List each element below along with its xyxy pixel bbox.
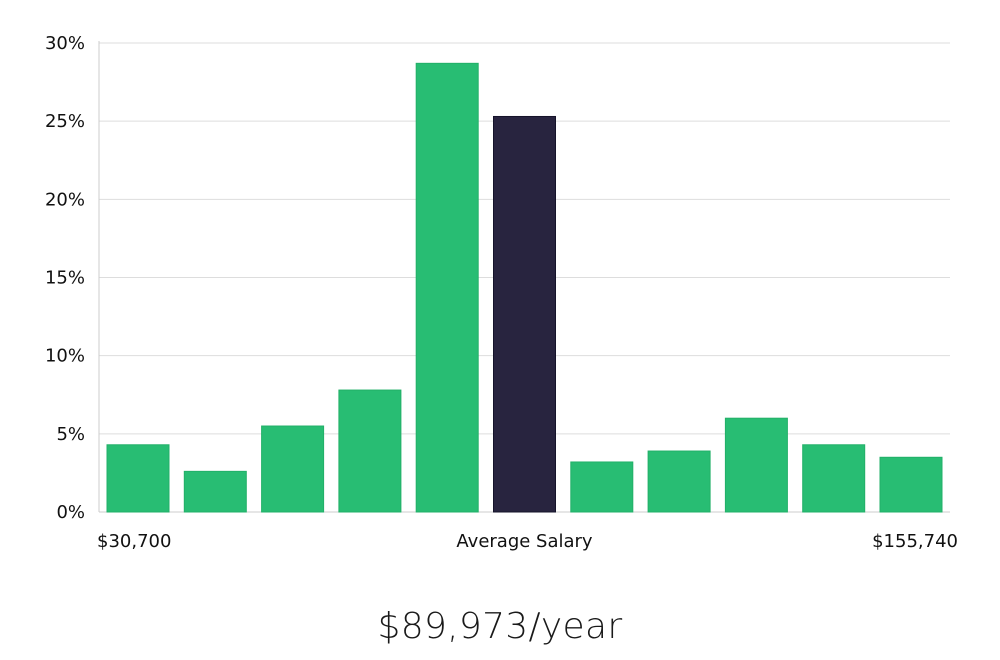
histogram-bar[interactable] xyxy=(724,417,788,513)
histogram-bar[interactable] xyxy=(879,456,943,513)
y-tick-label: 25% xyxy=(45,111,85,132)
histogram-bar[interactable] xyxy=(338,389,402,513)
y-tick-label: 10% xyxy=(45,346,85,367)
y-tick-label: 30% xyxy=(45,33,85,54)
y-tick-label: 15% xyxy=(45,268,85,289)
histogram-bar[interactable] xyxy=(415,62,479,513)
y-tick-label: 5% xyxy=(56,424,85,445)
x-label-min: $30,700 xyxy=(97,531,171,552)
average-salary-headline: $89,973/year xyxy=(377,606,623,647)
histogram-bar[interactable] xyxy=(106,444,170,513)
y-tick-label: 20% xyxy=(45,189,85,210)
histogram-bar[interactable] xyxy=(261,425,325,513)
histogram-bar[interactable] xyxy=(183,470,247,513)
y-tick-label: 0% xyxy=(56,502,85,523)
x-label-max: $155,740 xyxy=(872,531,958,552)
salary-histogram: 0% 5% 10% 15% 20% 25% 30% $30,700 Average Salary… xyxy=(45,33,958,552)
x-label-average: Average Salary xyxy=(456,531,593,552)
average-salary-bar[interactable] xyxy=(493,115,556,513)
histogram-bar[interactable] xyxy=(647,450,711,513)
histogram-bar[interactable] xyxy=(802,444,866,513)
histogram-bar[interactable] xyxy=(570,461,634,513)
